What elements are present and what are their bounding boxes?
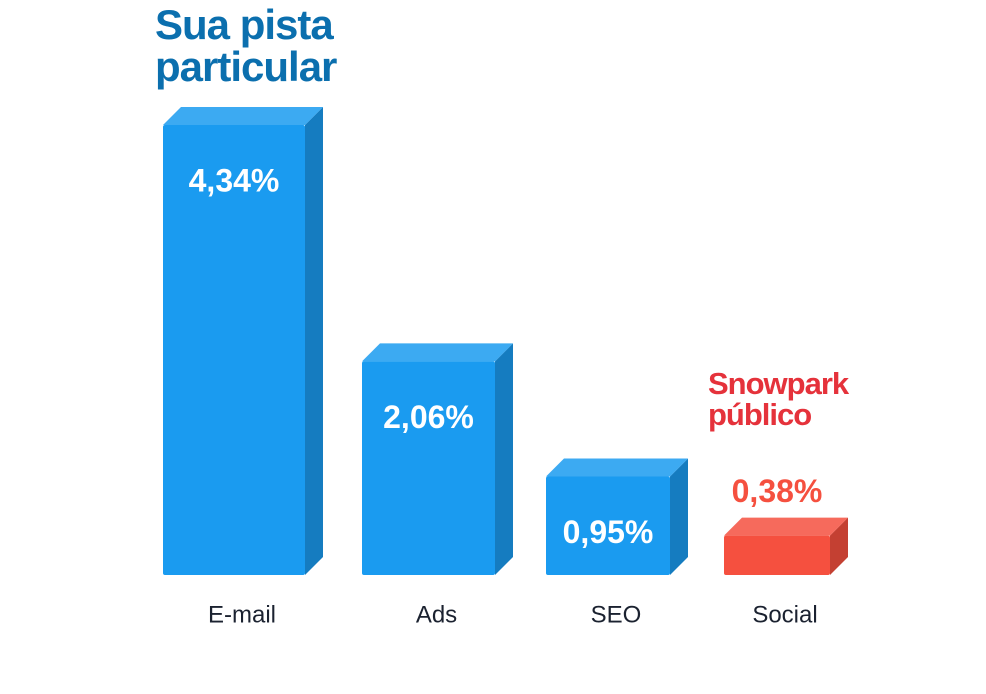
bar-top [362,343,513,362]
bar [362,361,495,575]
annotation: Snowpark público [708,365,849,432]
annotation: Sua pista particular [155,1,337,90]
bar-top [724,517,848,536]
bar-top [546,458,688,477]
x-tick-label: Ads [416,601,457,628]
x-tick-label: SEO [591,601,642,628]
bar-top [163,107,323,125]
value-label: 4,34% [189,162,280,198]
bar-side [495,343,513,575]
bar-side [830,517,848,575]
value-label: 0,95% [563,514,654,550]
x-tick-label: Social [752,601,817,628]
bar-side [670,458,688,575]
x-tick-label: E-mail [208,601,276,628]
value-label: 2,06% [383,399,474,435]
bar [546,476,670,575]
bar [163,125,305,575]
bar [724,535,830,575]
value-label: 0,38% [732,473,823,509]
bar-side [305,107,323,575]
